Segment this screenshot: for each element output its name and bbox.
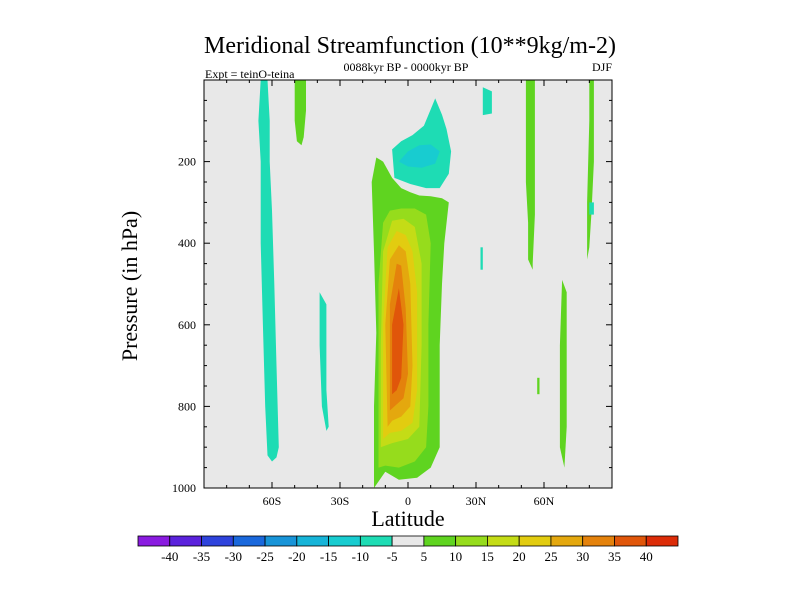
y-tick-label: 400 [178,236,196,250]
contour-polar-positive-strip [587,80,594,260]
colorbar-box [645,535,679,547]
colorbar-box [169,535,202,547]
colorbar-box [264,535,298,547]
colorbar-label: -35 [193,549,210,564]
x-axis-label: Latitude [371,506,444,531]
colorbar-label: -20 [288,549,305,564]
experiment-label: Expt = teinO-teina [205,67,295,81]
colorbar-box [296,535,329,547]
colorbar-box [328,535,361,547]
y-tick-label: 200 [178,155,196,169]
x-tick-label: 30S [331,494,350,508]
colorbar-label: -15 [320,549,337,564]
x-tick-label: 60N [534,494,555,508]
colorbar-box [201,535,234,547]
colorbar-label: -5 [387,549,398,564]
contour-north-positive-strip [525,80,535,270]
chart-subtitle: 0088kyr BP - 0000kyr BP [344,60,469,74]
colorbar-box [423,535,457,547]
x-tick-label: 60S [263,494,282,508]
contour-upper-negative-cell-10 [398,144,440,168]
contour-positive-cell-35 [392,288,404,395]
colorbar-box [582,535,615,547]
colorbar-box [487,535,520,547]
x-tick-label: 30N [466,494,487,508]
contour-north-negative-patch [482,87,492,116]
colorbar-label: 10 [449,549,462,564]
contour-midlatitude-negative-strip [319,292,329,431]
x-tick-label: 0 [405,494,411,508]
colorbar-box [518,535,552,547]
colorbar-label: 20 [513,549,526,564]
season-label: DJF [592,60,612,74]
colorbar-box [391,535,425,547]
colorbar-label: 25 [544,549,557,564]
colorbar-label: 15 [481,549,494,564]
contour-polar-negative-strip [589,202,594,215]
y-tick-label: 800 [178,399,196,413]
contour-south-hemisphere-positive-strip [294,80,306,146]
colorbar-label: 5 [421,549,428,564]
colorbar-label: 30 [576,549,589,564]
colorbar-label: -25 [256,549,273,564]
y-axis-label: Pressure (in hPa) [117,211,142,361]
colorbar-box [359,535,393,547]
colorbar-box [137,535,171,547]
colorbar-label: -40 [161,549,178,564]
contour-small-positive-speck [537,377,540,395]
colorbar-label: 35 [608,549,621,564]
contour-high-latitude-positive-strip [559,279,567,468]
colorbar-label: -10 [352,549,369,564]
colorbar-box [455,535,488,547]
colorbar-label: -30 [225,549,242,564]
colorbar-label: 40 [640,549,653,564]
colorbar-box [550,535,584,547]
contour-north-negative-speck [480,247,483,270]
colorbar-box [614,535,647,547]
y-tick-label: 1000 [172,481,196,495]
colorbar-box [232,535,266,547]
y-tick-label: 600 [178,318,196,332]
contour-south-hemisphere-negative-strip [258,80,279,462]
chart-title: Meridional Streamfunction (10**9kg/m-2) [204,33,616,59]
